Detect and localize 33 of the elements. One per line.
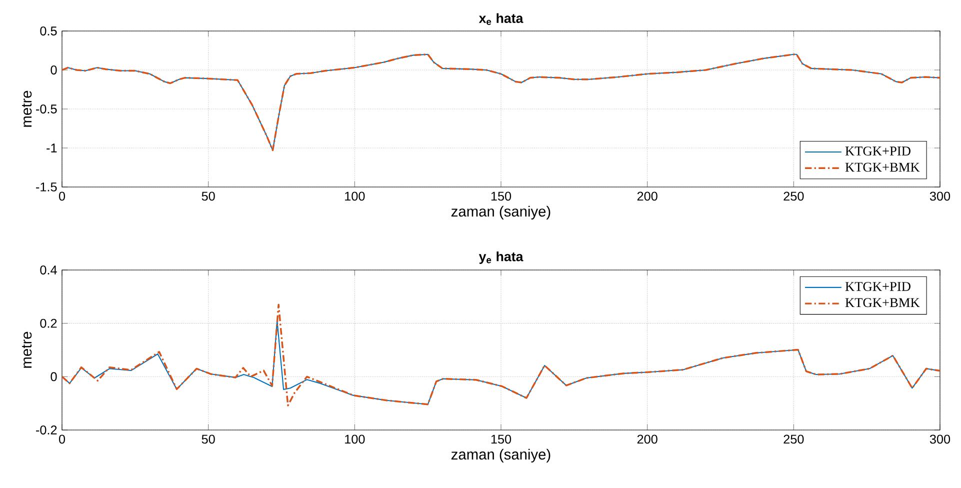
x-tick-label: 300 — [930, 192, 950, 201]
x-tick-label: 250 — [784, 434, 804, 444]
y-tick-label: -1 — [46, 144, 57, 152]
x-tick-label: 50 — [202, 192, 215, 201]
x-tick-label: 0 — [58, 434, 66, 444]
legend-label: KTGK+BMK — [845, 162, 920, 172]
chart-title: x$_{e}$ hata — [478, 13, 524, 25]
x-tick-label: 0 — [58, 192, 66, 201]
chart-title: y$_{e}$ hata — [478, 252, 524, 264]
y-tick-label: 0.4 — [40, 266, 57, 274]
x-tick-label: 100 — [345, 434, 365, 444]
y-tick-label: -0.5 — [36, 104, 57, 114]
x-tick-label: 150 — [491, 434, 512, 444]
x-tick-label: 50 — [202, 434, 215, 444]
x-tick-label: 250 — [784, 192, 804, 201]
y-tick-label: -0.2 — [36, 426, 57, 434]
legend-label: KTGK+PID — [845, 282, 910, 291]
y-tick-label: 0.5 — [40, 26, 57, 36]
legend-label: KTGK+PID — [845, 146, 910, 156]
x-tick-label: 200 — [637, 434, 658, 444]
x-axis-title: zaman (saniye) — [451, 206, 550, 220]
x-tick-label: 300 — [930, 434, 950, 444]
legend-label: KTGK+BMK — [845, 298, 920, 308]
y-tick-label: 0 — [50, 372, 57, 382]
x-tick-label: 150 — [491, 192, 512, 201]
y-tick-label: 0.2 — [40, 318, 57, 328]
x-tick-label: 100 — [345, 192, 365, 201]
y-tick-label: 0 — [50, 66, 57, 74]
x-axis-title: zaman (saniye) — [451, 448, 550, 462]
y-axis-title: metre — [22, 90, 32, 127]
y-tick-label: -1.5 — [36, 182, 57, 192]
y-axis-title: metre — [22, 332, 32, 368]
x-tick-label: 200 — [637, 192, 658, 201]
